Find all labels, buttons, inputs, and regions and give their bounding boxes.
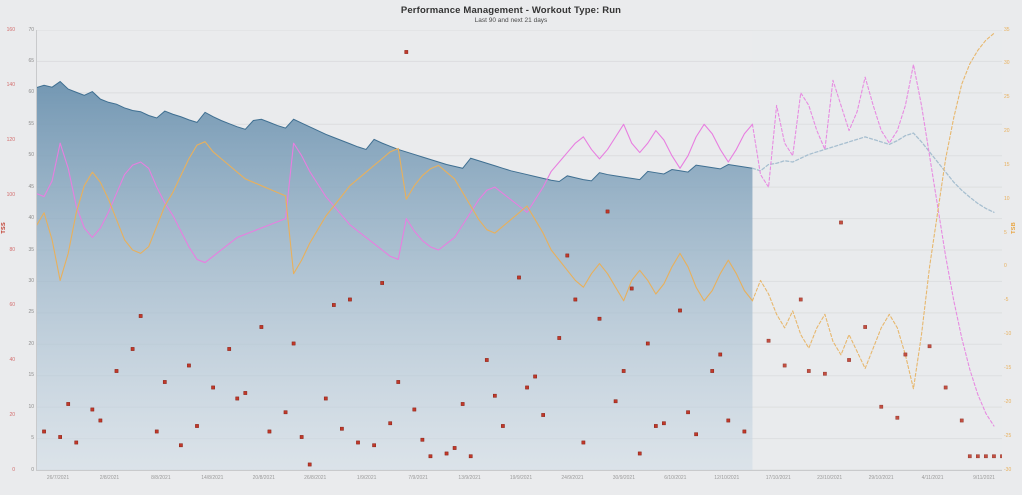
x-axis-tick: 12/10/2021 — [714, 475, 740, 481]
x-axis-tick: 4/11/2021 — [921, 475, 944, 481]
x-axis-tick: 19/9/2021 — [509, 475, 533, 481]
x-axis-tick: 29/10/2021 — [868, 475, 894, 481]
x-axis-labels: 26/7/2021 2/8/2021 8/8/2021 14/8/2021 20/8/2… — [36, 470, 1002, 492]
y-axis-inner-tick: 50 — [28, 152, 34, 159]
x-axis-tick: 6/10/2021 — [664, 475, 687, 481]
y-axis-inner-tick: 0 — [31, 466, 34, 473]
y-axis-tsb-tick: 10 — [1004, 195, 1010, 202]
y-axis-tsb-tick: 35 — [1004, 26, 1010, 33]
y-axis-tss-left: 160 140 120 100 80 60 40 20 0 — [0, 26, 15, 473]
y-axis-tsb-tick: 0 — [1004, 263, 1007, 270]
y-axis-tsb-tick: -25 — [1004, 432, 1012, 439]
y-axis-inner-tick: 35 — [28, 246, 34, 253]
y-axis-inner-tick: 65 — [28, 57, 34, 64]
y-axis-tsb-tick: 25 — [1004, 94, 1010, 101]
x-axis-tick: 8/8/2021 — [151, 475, 171, 481]
y-axis-inner-tick: 55 — [28, 120, 34, 127]
y-axis-tsb-right: 35 30 25 20 15 10 5 0 -5 -10 -15 -20 -25 -30 — [1004, 26, 1022, 473]
y-axis-tsb-tick: -30 — [1004, 466, 1012, 473]
y-axis-tss-tick: 80 — [9, 246, 15, 253]
x-axis-tick: 30/9/2021 — [612, 475, 635, 481]
y-axis-inner-tick: 45 — [28, 183, 34, 190]
x-axis-tick: 23/10/2021 — [817, 475, 843, 481]
x-axis-tick: 7/9/2021 — [408, 475, 428, 481]
y-axis-tsb-tick: 5 — [1004, 229, 1007, 236]
y-axis-tsb-tick: -20 — [1004, 398, 1012, 405]
y-axis-tsb-tick: 15 — [1004, 161, 1010, 168]
y-axis-line — [36, 30, 37, 470]
y-axis-tss-tick: 100 — [6, 191, 15, 198]
y-axis-tsb-tick: 20 — [1004, 128, 1010, 135]
x-axis-tick: 17/10/2021 — [765, 475, 791, 481]
y-axis-inner-tick: 30 — [28, 277, 34, 284]
x-axis-tick: 2/8/2021 — [99, 475, 120, 481]
y-axis-tsb-tick: -10 — [1004, 331, 1012, 338]
y-axis-inner-tick: 15 — [28, 372, 34, 379]
y-axis-tsb-tick: -15 — [1004, 364, 1012, 371]
y-axis-tsb-tick: 30 — [1004, 60, 1010, 67]
y-axis-tss-tick: 160 — [6, 26, 15, 33]
x-axis-tick: 24/9/2021 — [561, 475, 584, 481]
y-axis-inner-tick: 40 — [28, 215, 34, 222]
page-subtitle: Last 90 and next 21 days — [474, 17, 548, 24]
y-axis-inner-tick: 70 — [28, 26, 34, 33]
x-axis-tick: 9/11/2021 — [973, 475, 995, 481]
plot-area — [36, 30, 1002, 470]
x-axis-tick: 20/8/2021 — [252, 475, 275, 481]
y-axis-inner-tick: 10 — [28, 403, 34, 410]
y-axis-tsb-tick: -5 — [1004, 297, 1009, 304]
chart-canvas — [36, 30, 1002, 470]
y-axis-title-tss: TSS — [1, 222, 7, 234]
y-axis-tss-tick: 120 — [6, 136, 15, 143]
y-axis-inner-tick: 60 — [28, 89, 34, 96]
y-axis-tss-tick: 140 — [6, 81, 15, 88]
y-axis-inner-tick: 5 — [31, 435, 34, 442]
x-axis-tick: 14/8/2021 — [201, 475, 224, 481]
y-axis-tss-tick: 0 — [12, 466, 15, 473]
y-axis-ctl-atl-left: 70 65 60 55 50 45 40 35 30 25 20 15 10 5 0 — [12, 26, 34, 473]
y-axis-tss-tick: 40 — [9, 356, 15, 363]
x-axis-line — [36, 470, 1002, 471]
x-axis-tick: 1/9/2021 — [356, 475, 377, 481]
y-axis-tss-tick: 60 — [9, 301, 15, 308]
y-axis-inner-tick: 25 — [28, 309, 34, 316]
x-axis-tick: 26/8/2021 — [304, 475, 327, 481]
y-axis-inner-tick: 20 — [28, 340, 34, 347]
y-axis-tss-tick: 20 — [9, 411, 15, 418]
x-axis-tick: 13/9/2021 — [458, 475, 481, 481]
page-title: Performance Management - Workout Type: R… — [400, 5, 622, 16]
x-axis-tick: 26/7/2021 — [46, 475, 70, 481]
y-axis-title-tsb: TSB — [1011, 222, 1017, 234]
